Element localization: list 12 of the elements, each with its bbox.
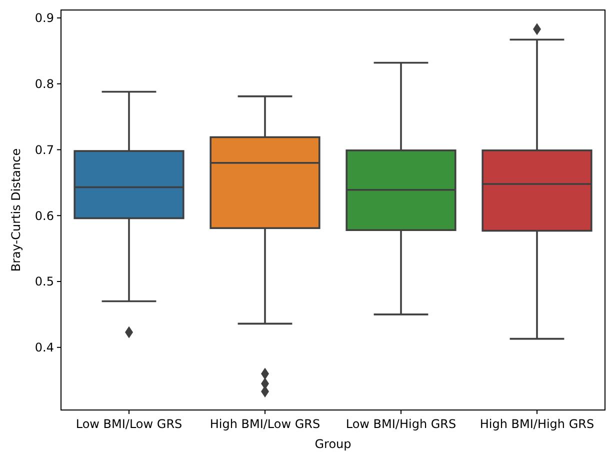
y-tick-label: 0.4 (34, 340, 54, 355)
y-tick-label: 0.5 (34, 274, 54, 289)
x-tick-label: High BMI/High GRS (480, 417, 594, 431)
y-axis-title: Bray-Curtis Distance (9, 148, 23, 272)
x-tick-label: Low BMI/High GRS (346, 417, 456, 431)
y-tick-label: 0.8 (34, 77, 54, 92)
y-tick-label: 0.6 (34, 208, 54, 223)
y-tick-label: 0.7 (34, 142, 54, 157)
x-tick-label: Low BMI/Low GRS (76, 417, 182, 431)
x-axis-title: Group (314, 437, 352, 451)
x-tick-label: High BMI/Low GRS (210, 417, 320, 431)
y-tick-label: 0.9 (34, 11, 54, 26)
